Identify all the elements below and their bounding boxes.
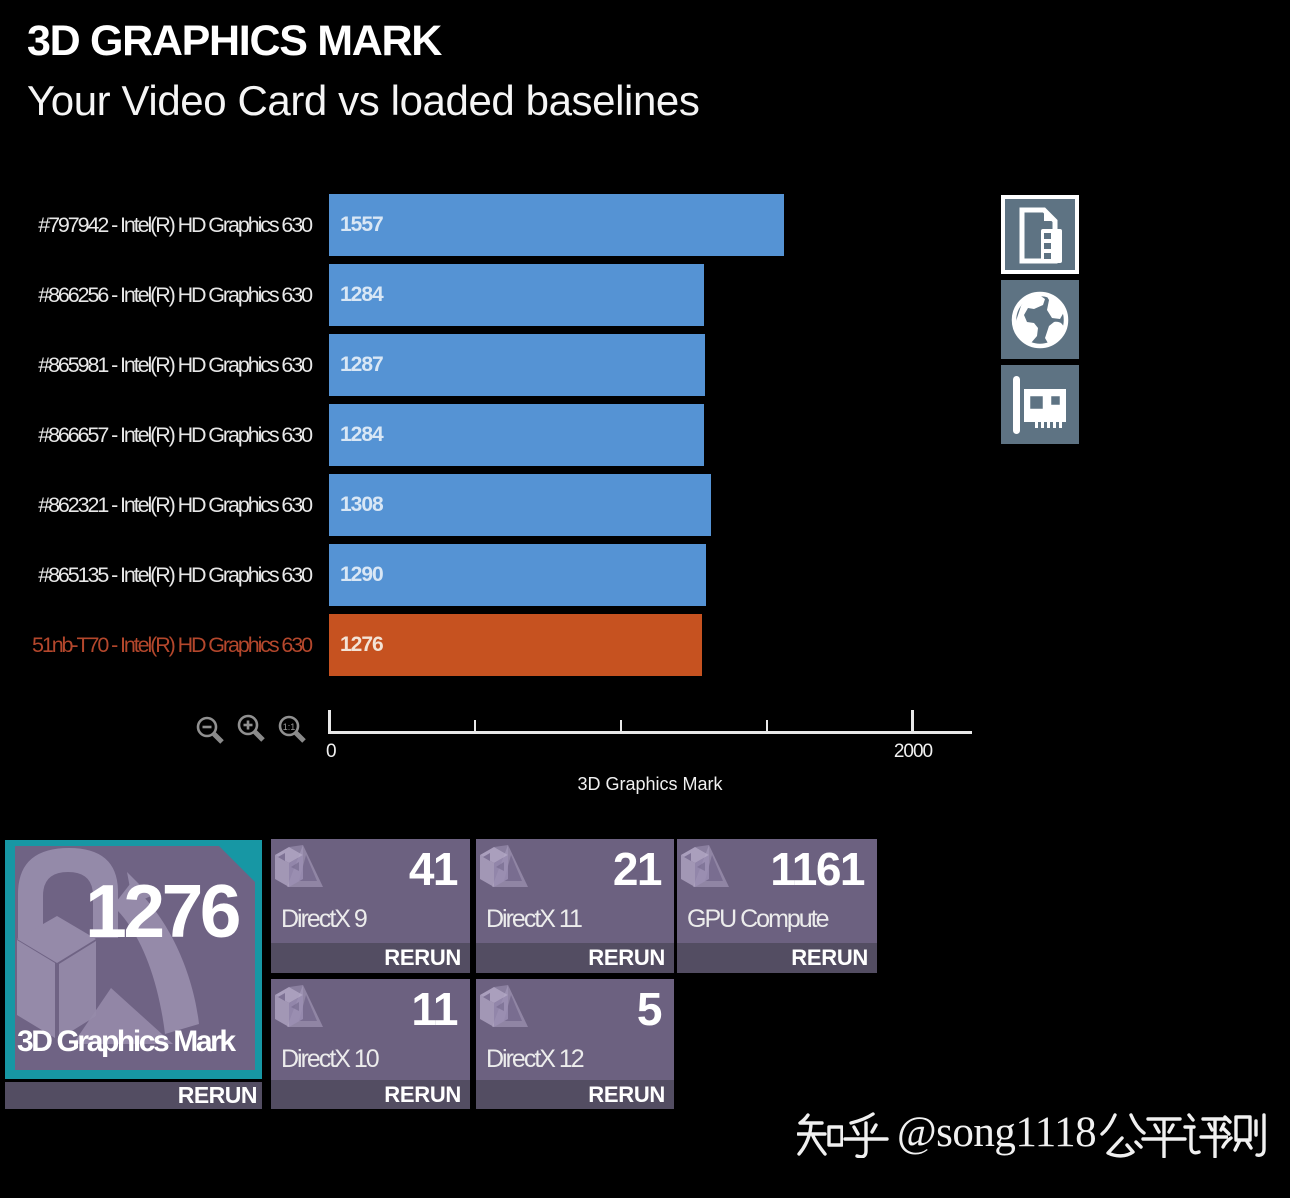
svg-text:1:1: 1:1	[283, 722, 296, 732]
